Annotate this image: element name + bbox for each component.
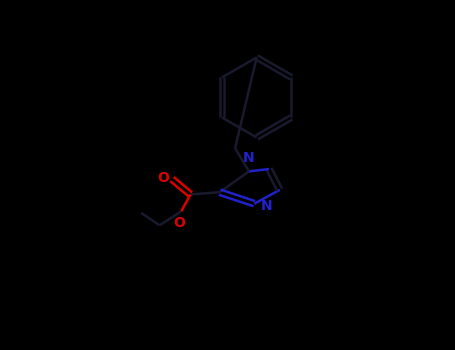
Text: N: N <box>243 151 255 165</box>
Text: O: O <box>157 170 169 184</box>
Text: N: N <box>261 199 272 213</box>
Text: O: O <box>174 216 186 230</box>
